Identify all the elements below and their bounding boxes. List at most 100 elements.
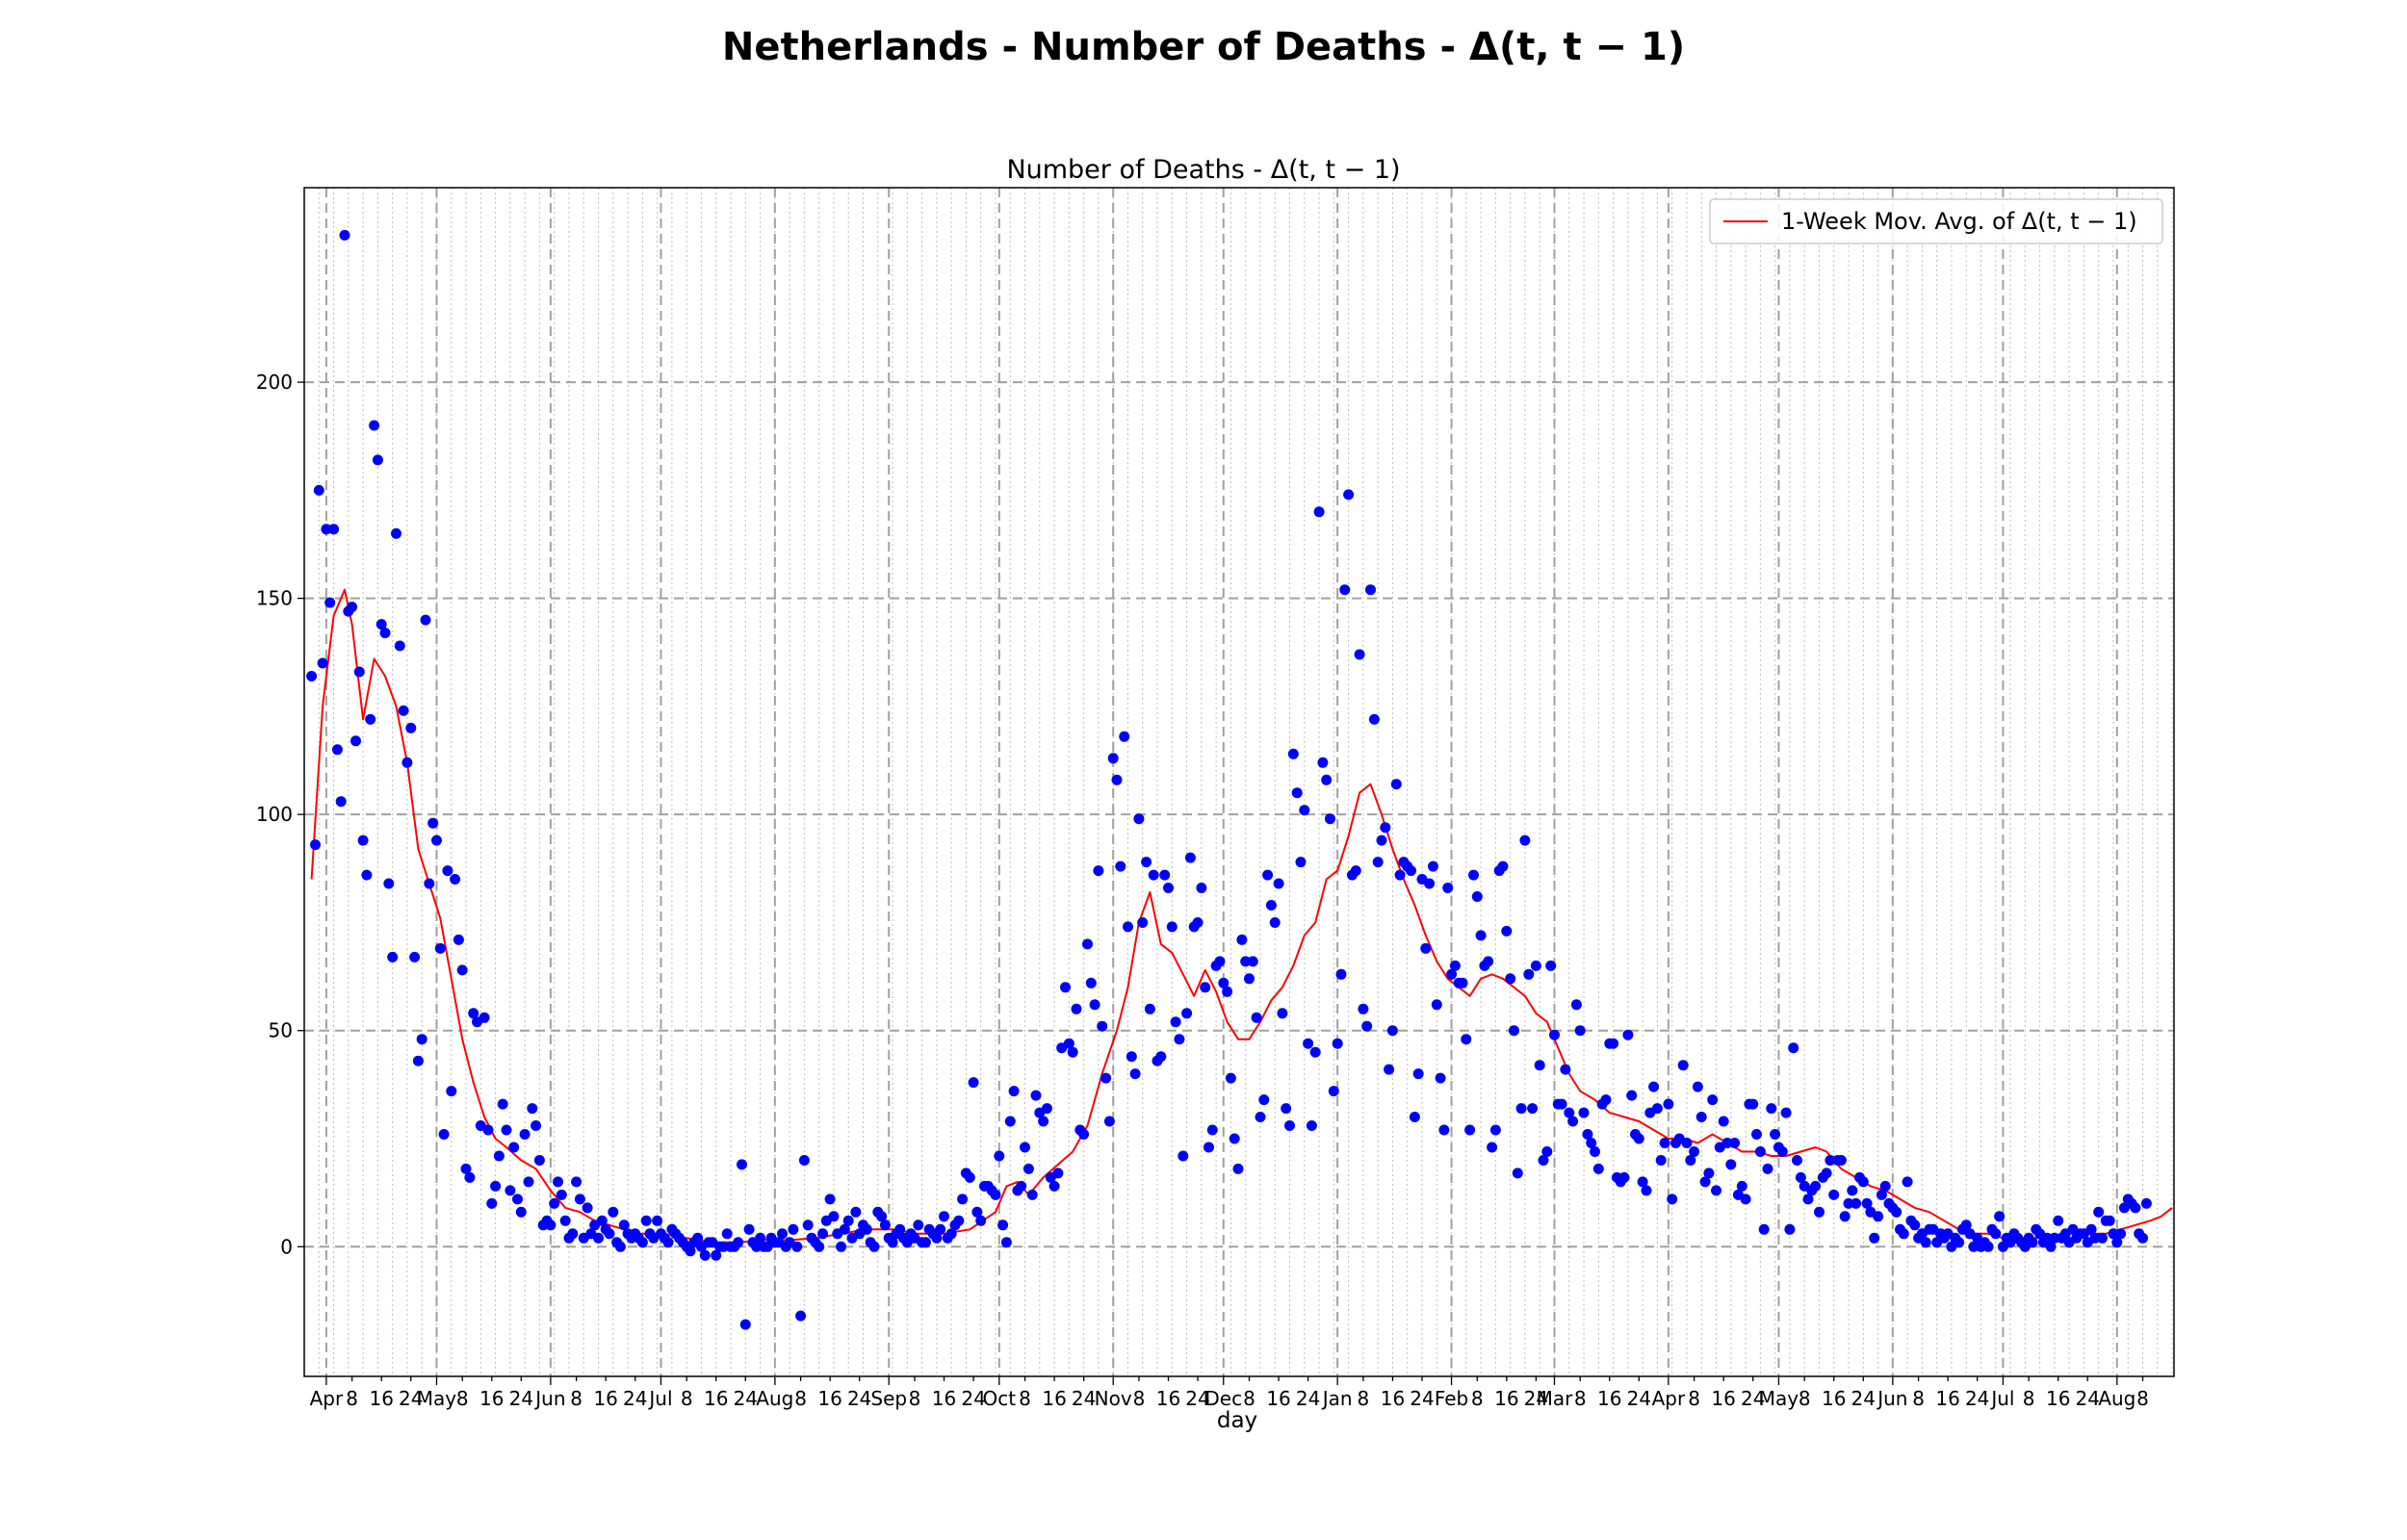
daily-death-point — [1026, 1189, 1038, 1200]
daily-death-point — [1166, 921, 1178, 933]
daily-death-point — [1681, 1138, 1693, 1148]
daily-death-point — [1107, 753, 1119, 764]
daily-death-point — [968, 1077, 979, 1089]
x-tick-label: Jul — [647, 1387, 672, 1410]
daily-death-point — [508, 1142, 520, 1153]
daily-death-point — [1020, 1142, 1030, 1153]
daily-death-point — [1633, 1133, 1644, 1144]
daily-death-point — [743, 1223, 755, 1235]
daily-death-point — [1982, 1241, 1994, 1252]
daily-death-point — [795, 1310, 807, 1322]
daily-death-point — [2027, 1237, 2038, 1248]
daily-death-point — [347, 602, 358, 613]
daily-death-point — [1163, 883, 1174, 893]
daily-death-point — [1269, 917, 1281, 928]
daily-death-point — [1564, 1107, 1575, 1118]
daily-death-point — [1306, 1120, 1317, 1131]
daily-death-point — [460, 1163, 472, 1174]
daily-death-point — [571, 1176, 582, 1188]
daily-death-point — [1512, 1168, 1523, 1179]
daily-death-point — [1317, 757, 1329, 768]
daily-death-point — [1438, 1124, 1450, 1136]
daily-death-point — [964, 1171, 975, 1183]
daily-death-point — [1206, 1124, 1218, 1136]
daily-death-point — [1406, 865, 1416, 877]
x-tick-label: 24 — [1185, 1387, 1209, 1410]
x-tick-label: Oct — [983, 1387, 1017, 1410]
x-tick-label: 8 — [1358, 1387, 1370, 1410]
daily-death-point — [553, 1176, 563, 1188]
x-tick-label: 16 — [2046, 1387, 2070, 1410]
y-tick-label: 100 — [256, 803, 293, 826]
daily-death-point — [1703, 1168, 1715, 1179]
daily-death-point — [957, 1194, 969, 1205]
daily-death-point — [1358, 1003, 1369, 1014]
daily-death-point — [802, 1219, 814, 1231]
x-tick-label: 8 — [909, 1387, 921, 1410]
daily-death-point — [2049, 1232, 2060, 1244]
daily-death-point — [1004, 1116, 1016, 1127]
daily-death-point — [412, 1055, 424, 1066]
x-tick-label: 16 — [1042, 1387, 1066, 1410]
x-tick-label: Jun — [1876, 1387, 1907, 1410]
x-tick-label: 8 — [1574, 1387, 1587, 1410]
daily-death-point — [814, 1241, 825, 1252]
daily-death-point — [717, 1241, 729, 1252]
daily-death-point — [369, 420, 380, 431]
x-tick-label: 24 — [1741, 1387, 1765, 1410]
daily-death-point — [1372, 857, 1384, 868]
daily-death-point — [582, 1202, 593, 1214]
x-tick-label: Apr — [1652, 1387, 1686, 1410]
x-tick-label: 16 — [1494, 1387, 1518, 1410]
daily-death-point — [1251, 1012, 1262, 1023]
daily-death-point — [1174, 1034, 1185, 1045]
x-tick-label: 8 — [1912, 1387, 1925, 1410]
x-tick-label: 8 — [346, 1387, 358, 1410]
x-tick-label: 24 — [1965, 1387, 1989, 1410]
x-tick-label: 8 — [1019, 1387, 1031, 1410]
daily-death-point — [335, 796, 347, 808]
daily-death-point — [1891, 1206, 1902, 1218]
daily-death-point — [1655, 1155, 1667, 1166]
daily-death-point — [1534, 1060, 1545, 1071]
daily-death-point — [424, 878, 435, 889]
x-tick-label: Jan — [1321, 1387, 1353, 1410]
daily-death-point — [1530, 960, 1541, 971]
daily-death-point — [1428, 860, 1438, 872]
x-tick-label: 16 — [1381, 1387, 1405, 1410]
daily-death-point — [1600, 1094, 1612, 1106]
daily-death-point — [1960, 1219, 1972, 1231]
daily-death-point — [1828, 1189, 1840, 1200]
daily-death-point — [1339, 584, 1351, 596]
x-tick-label: 16 — [1266, 1387, 1290, 1410]
daily-death-point — [324, 597, 336, 608]
daily-death-point — [1618, 1171, 1630, 1183]
daily-death-point — [310, 839, 321, 851]
daily-death-point — [1200, 982, 1211, 993]
daily-death-point — [1814, 1206, 1825, 1218]
daily-death-point — [1335, 968, 1347, 980]
daily-death-point — [1707, 1094, 1719, 1106]
axes-title: Number of Deaths - Δ(t, t − 1) — [1006, 155, 1400, 185]
daily-death-point — [1505, 973, 1516, 985]
daily-death-point — [398, 705, 409, 716]
daily-death-point — [512, 1194, 523, 1205]
daily-death-point — [1509, 1025, 1519, 1037]
daily-death-point — [450, 874, 461, 885]
daily-death-point — [313, 484, 324, 496]
x-tick-label: Sep — [870, 1387, 907, 1410]
daily-death-point — [1178, 1150, 1189, 1162]
daily-death-point — [486, 1197, 498, 1209]
daily-death-point — [861, 1223, 872, 1235]
daily-death-point — [446, 1086, 457, 1097]
daily-death-point — [420, 614, 431, 626]
daily-death-point — [515, 1206, 527, 1218]
daily-death-point — [1313, 506, 1325, 518]
daily-death-point — [1247, 956, 1258, 967]
daily-death-point — [737, 1159, 747, 1170]
daily-death-point — [739, 1319, 751, 1330]
x-tick-label: 8 — [1471, 1387, 1484, 1410]
daily-death-point — [479, 1012, 490, 1023]
daily-death-point — [456, 964, 468, 976]
